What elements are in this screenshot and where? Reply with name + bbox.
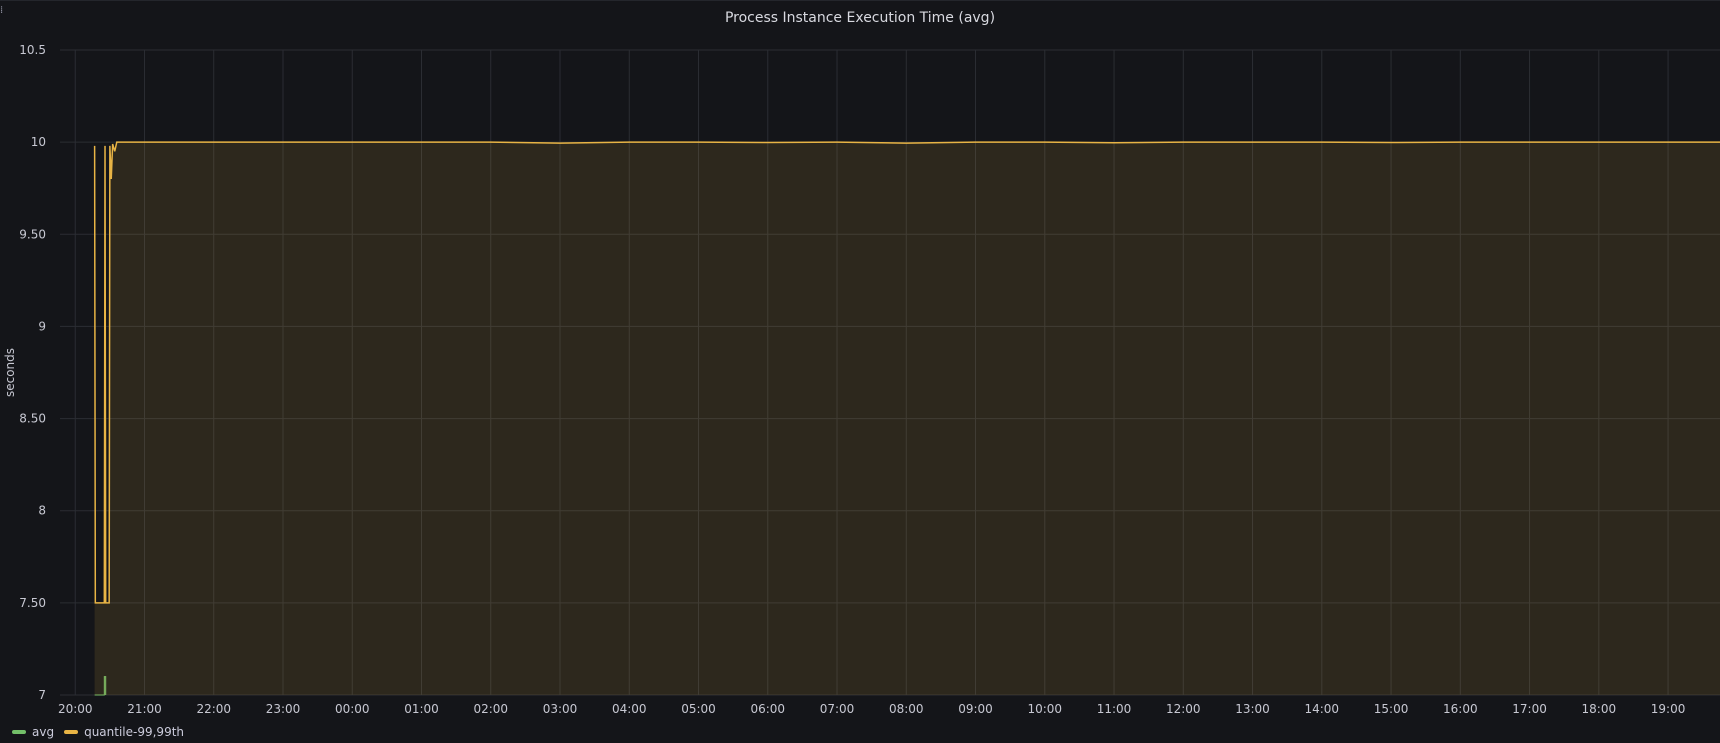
panel-corner-menu-icon[interactable]: ⁞ — [0, 5, 4, 16]
x-tick-label: 18:00 — [1582, 702, 1617, 716]
x-tick-label: 23:00 — [266, 702, 301, 716]
x-tick-label: 20:00 — [58, 702, 93, 716]
y-axis-label: seconds — [3, 348, 17, 397]
y-tick-label: 8.50 — [19, 412, 46, 426]
y-tick-label: 10.5 — [19, 43, 46, 57]
legend: avg quantile-99,99th — [12, 725, 184, 739]
x-tick-label: 16:00 — [1443, 702, 1478, 716]
legend-item[interactable]: quantile-99,99th — [64, 725, 184, 739]
legend-label: avg — [32, 725, 55, 739]
x-tick-label: 10:00 — [1027, 702, 1062, 716]
legend-label: quantile-99,99th — [84, 725, 185, 739]
x-tick-label: 06:00 — [750, 702, 785, 716]
x-tick-label: 03:00 — [543, 702, 578, 716]
x-tick-label: 14:00 — [1304, 702, 1339, 716]
x-tick-label: 19:00 — [1651, 702, 1686, 716]
x-tick-label: 07:00 — [820, 702, 855, 716]
y-tick-label: 8 — [38, 504, 46, 518]
x-tick-label: 12:00 — [1166, 702, 1201, 716]
x-tick-label: 21:00 — [127, 702, 162, 716]
x-tick-label: 17:00 — [1512, 702, 1547, 716]
x-tick-label: 00:00 — [335, 702, 370, 716]
x-tick-label: 04:00 — [612, 702, 647, 716]
x-tick-label: 02:00 — [473, 702, 508, 716]
legend-swatch — [64, 730, 79, 734]
x-tick-label: 01:00 — [404, 702, 439, 716]
series-area-quantile — [94, 142, 1720, 695]
x-tick-label: 15:00 — [1374, 702, 1409, 716]
x-tick-label: 11:00 — [1097, 702, 1132, 716]
y-tick-label: 7.50 — [19, 596, 46, 610]
x-tick-label: 05:00 — [681, 702, 716, 716]
panel-title[interactable]: Process Instance Execution Time (avg) — [724, 10, 996, 26]
x-tick-label: 22:00 — [196, 702, 231, 716]
x-tick-label: 09:00 — [958, 702, 993, 716]
legend-swatch — [12, 730, 26, 734]
x-tick-label: 08:00 — [889, 702, 924, 716]
y-tick-label: 7 — [38, 688, 46, 702]
series-line-quantile — [93, 141, 1720, 604]
legend-item[interactable]: avg — [12, 725, 54, 739]
series-line-avg — [94, 676, 107, 696]
y-tick-label: 10 — [31, 135, 46, 149]
y-tick-label: 9 — [38, 319, 46, 333]
y-tick-label: 9.50 — [19, 227, 46, 241]
x-tick-label: 13:00 — [1235, 702, 1270, 716]
